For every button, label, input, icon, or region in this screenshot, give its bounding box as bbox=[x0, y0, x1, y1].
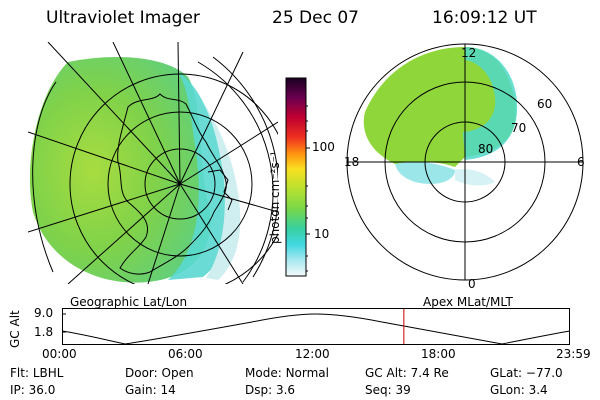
info-gc-alt: GC Alt: 7.4 Re bbox=[365, 366, 449, 380]
time-tick-4: 23:59 bbox=[556, 347, 591, 361]
date-label: 25 Dec 07 bbox=[272, 8, 359, 28]
polar-label-60: 60 bbox=[537, 97, 553, 111]
polar-label-18: 18 bbox=[344, 155, 360, 169]
colorbar-tick-100: 100 bbox=[312, 140, 335, 154]
info-dsp: Dsp: 3.6 bbox=[245, 383, 296, 397]
app-title: Ultraviolet Imager bbox=[46, 8, 200, 28]
right-map-caption: Apex MLat/MLT bbox=[423, 295, 513, 309]
time-tick-1: 06:00 bbox=[168, 347, 203, 361]
time-tick-2: 12:00 bbox=[295, 347, 330, 361]
altitude-frame bbox=[62, 308, 570, 345]
info-glon: GLon: 3.4 bbox=[490, 383, 548, 397]
polar-label-0: 0 bbox=[468, 277, 476, 291]
polar-label-6: 6 bbox=[577, 155, 585, 169]
alt-axis-label: GC Alt bbox=[8, 310, 22, 348]
colorbar-unit-label: photon cm⁻²s⁻¹ bbox=[268, 151, 282, 244]
info-glat: GLat: −77.0 bbox=[490, 366, 563, 380]
time-tick-3: 18:00 bbox=[421, 347, 456, 361]
colorbar-tick-10: 10 bbox=[314, 227, 330, 241]
info-seq: Seq: 39 bbox=[365, 383, 411, 397]
info-door: Door: Open bbox=[125, 366, 194, 380]
time-label: 16:09:12 UT bbox=[432, 8, 537, 28]
info-gain: Gain: 14 bbox=[125, 383, 176, 397]
altitude-panel bbox=[62, 308, 571, 345]
polar-mlat-mlt-plot bbox=[346, 43, 584, 281]
alt-tick-bottom: 1.8 bbox=[34, 325, 54, 339]
time-tick-0: 00:00 bbox=[42, 347, 77, 361]
altitude-curve bbox=[62, 313, 571, 345]
polar-label-70: 70 bbox=[511, 121, 527, 135]
info-mode: Mode: Normal bbox=[245, 366, 329, 380]
info-flt: Flt: LBHL bbox=[10, 366, 64, 380]
info-ip: IP: 36.0 bbox=[10, 383, 56, 397]
colorbar bbox=[285, 77, 310, 277]
polar-label-80: 80 bbox=[478, 142, 494, 156]
polar-label-12: 12 bbox=[461, 46, 477, 60]
geographic-map bbox=[28, 42, 278, 284]
alt-tick-top: 9.0 bbox=[34, 306, 54, 320]
left-map-caption: Geographic Lat/Lon bbox=[70, 295, 188, 309]
